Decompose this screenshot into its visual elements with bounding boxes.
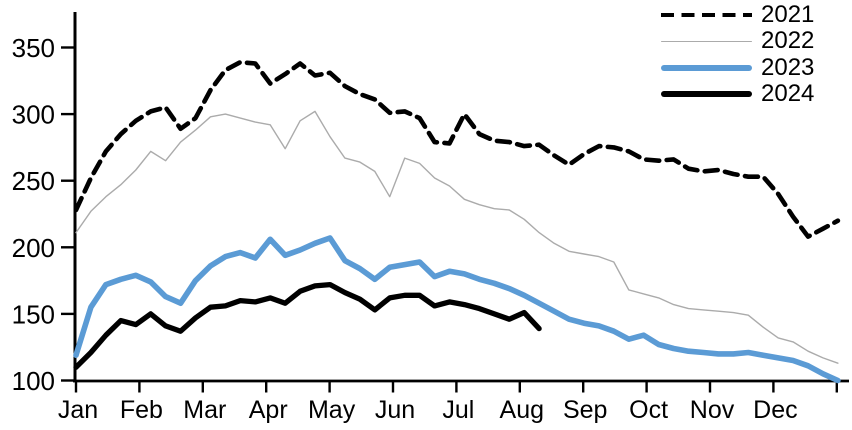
series-2021 xyxy=(73,59,841,239)
legend-entry-2024: 2024 xyxy=(661,81,814,107)
series-2022 xyxy=(75,110,839,364)
legend-line-2023 xyxy=(661,64,752,71)
legend-entry-2022: 2022 xyxy=(661,28,814,54)
legend-label-2024: 2024 xyxy=(761,80,815,108)
x-tick-label: Oct xyxy=(629,396,668,424)
legend-label-2023: 2023 xyxy=(761,53,815,81)
x-tick-label: Jul xyxy=(442,396,474,424)
series-2024 xyxy=(73,281,542,370)
legend-label-2021: 2021 xyxy=(761,1,815,29)
x-tick-label: Apr xyxy=(249,396,288,424)
x-tick-label: Jan xyxy=(58,396,98,424)
x-tick-label: Dec xyxy=(753,396,797,424)
y-tick-label: 350 xyxy=(12,33,55,63)
legend-line-2021-dashed xyxy=(661,12,752,18)
x-tick-label: Sep xyxy=(563,396,607,424)
x-tick-label: Mar xyxy=(183,396,226,424)
legend-entry-2023: 2023 xyxy=(661,55,814,81)
legend-entry-2021: 2021 xyxy=(661,2,814,28)
legend-label-2022: 2022 xyxy=(761,27,815,55)
y-tick-label: 300 xyxy=(12,100,55,130)
y-tick-label: 150 xyxy=(12,299,55,329)
x-tick-label: Feb xyxy=(120,396,163,424)
series-2023 xyxy=(73,235,841,384)
y-tick-label: 100 xyxy=(12,366,55,396)
y-tick-label: 250 xyxy=(12,166,55,196)
x-tick-label: Jun xyxy=(375,396,415,424)
x-tick-label: Nov xyxy=(690,396,735,424)
legend-line-2022 xyxy=(661,40,752,43)
legend: 2021 2022 2023 2024 xyxy=(661,2,814,107)
x-tick-label: May xyxy=(308,396,356,424)
x-tick-label: Aug xyxy=(500,396,544,424)
y-tick-label: 200 xyxy=(12,233,55,263)
legend-line-2024 xyxy=(661,91,752,97)
